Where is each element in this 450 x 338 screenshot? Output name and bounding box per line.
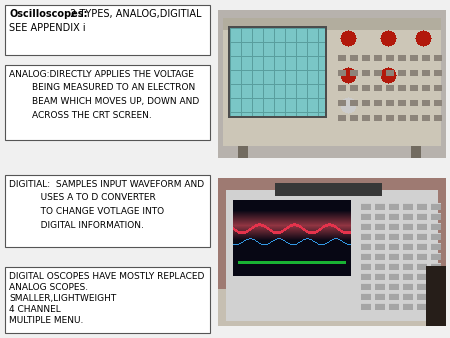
Text: SMALLER,LIGHTWEIGHT: SMALLER,LIGHTWEIGHT [9,294,116,303]
Text: BEAM WHICH MOVES UP, DOWN AND: BEAM WHICH MOVES UP, DOWN AND [9,97,199,106]
Text: BEING MEASURED TO AN ELECTRON: BEING MEASURED TO AN ELECTRON [9,83,195,93]
Bar [5,267,210,333]
Text: Oscilloscopes:: Oscilloscopes: [9,9,87,19]
Bar [5,175,210,247]
Text: USES A TO D CONVERTER: USES A TO D CONVERTER [9,193,156,202]
Text: SEE APPENDIX i: SEE APPENDIX i [9,23,86,33]
Text: DIGITAL OSCOPES HAVE MOSTLY REPLACED: DIGITAL OSCOPES HAVE MOSTLY REPLACED [9,272,204,281]
Bar [5,65,210,140]
Bar [5,5,210,55]
Text: MULTIPLE MENU.: MULTIPLE MENU. [9,316,83,325]
Text: DIGITIAL:  SAMPLES INPUT WAVEFORM AND: DIGITIAL: SAMPLES INPUT WAVEFORM AND [9,180,204,189]
Text: 4 CHANNEL: 4 CHANNEL [9,305,61,314]
Text: ACROSS THE CRT SCREEN.: ACROSS THE CRT SCREEN. [9,111,152,120]
Text: ANALOG SCOPES.: ANALOG SCOPES. [9,283,88,292]
Text: 2 TYPES, ANALOG,DIGITIAL: 2 TYPES, ANALOG,DIGITIAL [67,9,202,19]
Text: ANALOG:DIRECTLY APPLIES THE VOLTAGE: ANALOG:DIRECTLY APPLIES THE VOLTAGE [9,70,194,79]
Text: TO CHANGE VOTLAGE INTO: TO CHANGE VOTLAGE INTO [9,207,164,216]
Text: DIGITAL INFORMATION.: DIGITAL INFORMATION. [9,220,144,230]
